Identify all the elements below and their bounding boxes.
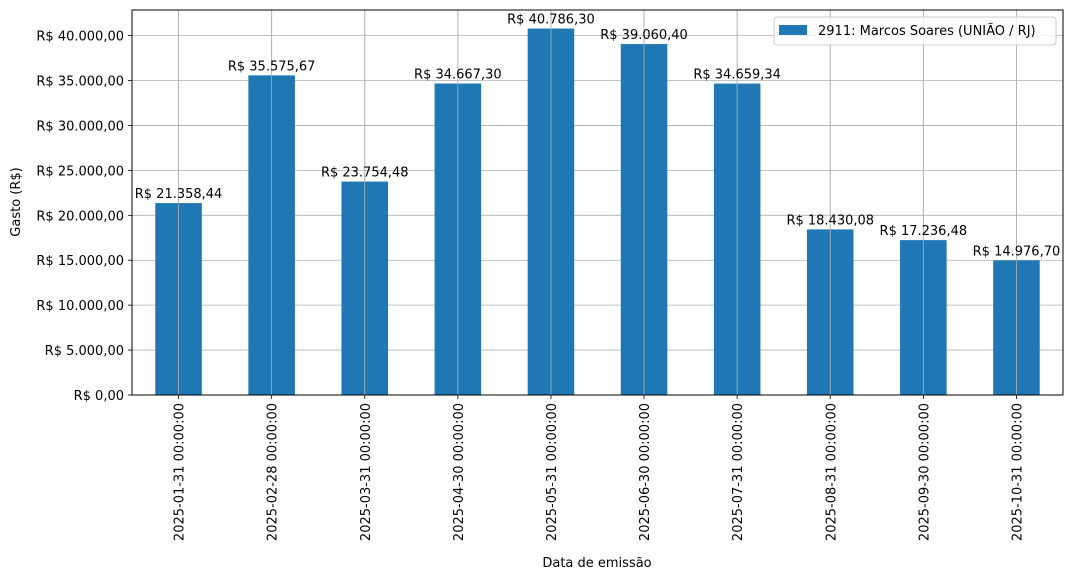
bar-value-label: R$ 21.358,44: [135, 187, 223, 202]
x-gridlines-over-bars: [178, 10, 1017, 395]
x-tick-label: 2025-10-31 00:00:00: [1010, 403, 1025, 541]
y-tick-label: R$ 15.000,00: [36, 254, 124, 269]
x-tick-label: 2025-01-31 00:00:00: [173, 403, 188, 541]
x-axis-ticks: 2025-01-31 00:00:00 2025-02-28 00:00:00 20…: [173, 395, 1025, 541]
bar-value-label: R$ 23.754,48: [321, 166, 409, 181]
x-tick-label: 2025-03-31 00:00:00: [359, 403, 374, 541]
y-tick-label: R$ 35.000,00: [36, 75, 124, 90]
x-tick-label: 2025-09-30 00:00:00: [917, 403, 932, 541]
bar-series: [155, 28, 1040, 396]
legend-entry-label: 2911: Marcos Soares (UNIÃO / RJ): [818, 23, 1036, 39]
x-tick-label: 2025-05-31 00:00:00: [545, 403, 560, 541]
y-tick-label: R$ 25.000,00: [36, 164, 124, 179]
bar-value-label: R$ 34.659,34: [693, 68, 781, 83]
bar-value-labels: R$ 21.358,44 R$ 35.575,67 R$ 23.754,48 R$ 3…: [135, 13, 1061, 260]
y-tick-label: R$ 0,00: [74, 389, 124, 404]
x-axis-label: Data de emissão: [542, 556, 651, 571]
y-axis-ticks: R$ 0,00 R$ 5.000,00 R$ 10.000,00 R$ 15.000,…: [36, 30, 132, 404]
y-tick-label: R$ 30.000,00: [36, 119, 124, 134]
y-tick-label: R$ 20.000,00: [36, 209, 124, 224]
bar-value-label: R$ 39.060,40: [600, 28, 688, 43]
bar-value-label: R$ 34.667,30: [414, 68, 502, 83]
y-tick-label: R$ 5.000,00: [45, 344, 124, 359]
x-tick-label: 2025-08-31 00:00:00: [824, 403, 839, 541]
bar-value-label: R$ 18.430,08: [786, 213, 874, 228]
plot-frame: [131, 9, 1064, 396]
bar-value-label: R$ 35.575,67: [228, 59, 316, 74]
legend: 2911: Marcos Soares (UNIÃO / RJ): [773, 16, 1057, 46]
legend-box: [773, 16, 1057, 46]
bar-value-label: R$ 40.786,30: [507, 13, 595, 28]
x-tick-label: 2025-04-30 00:00:00: [452, 403, 467, 541]
y-tick-label: R$ 40.000,00: [36, 30, 124, 45]
x-tick-label: 2025-07-31 00:00:00: [731, 403, 746, 541]
bar-value-label: R$ 17.236,48: [880, 224, 968, 239]
x-tick-label: 2025-06-30 00:00:00: [638, 403, 653, 541]
bar-value-label: R$ 14.976,70: [973, 244, 1061, 259]
y-axis-label: Gasto (R$): [9, 167, 24, 236]
legend-swatch: [779, 25, 807, 35]
y-tick-label: R$ 10.000,00: [36, 299, 124, 314]
x-tick-label: 2025-02-28 00:00:00: [266, 403, 281, 541]
